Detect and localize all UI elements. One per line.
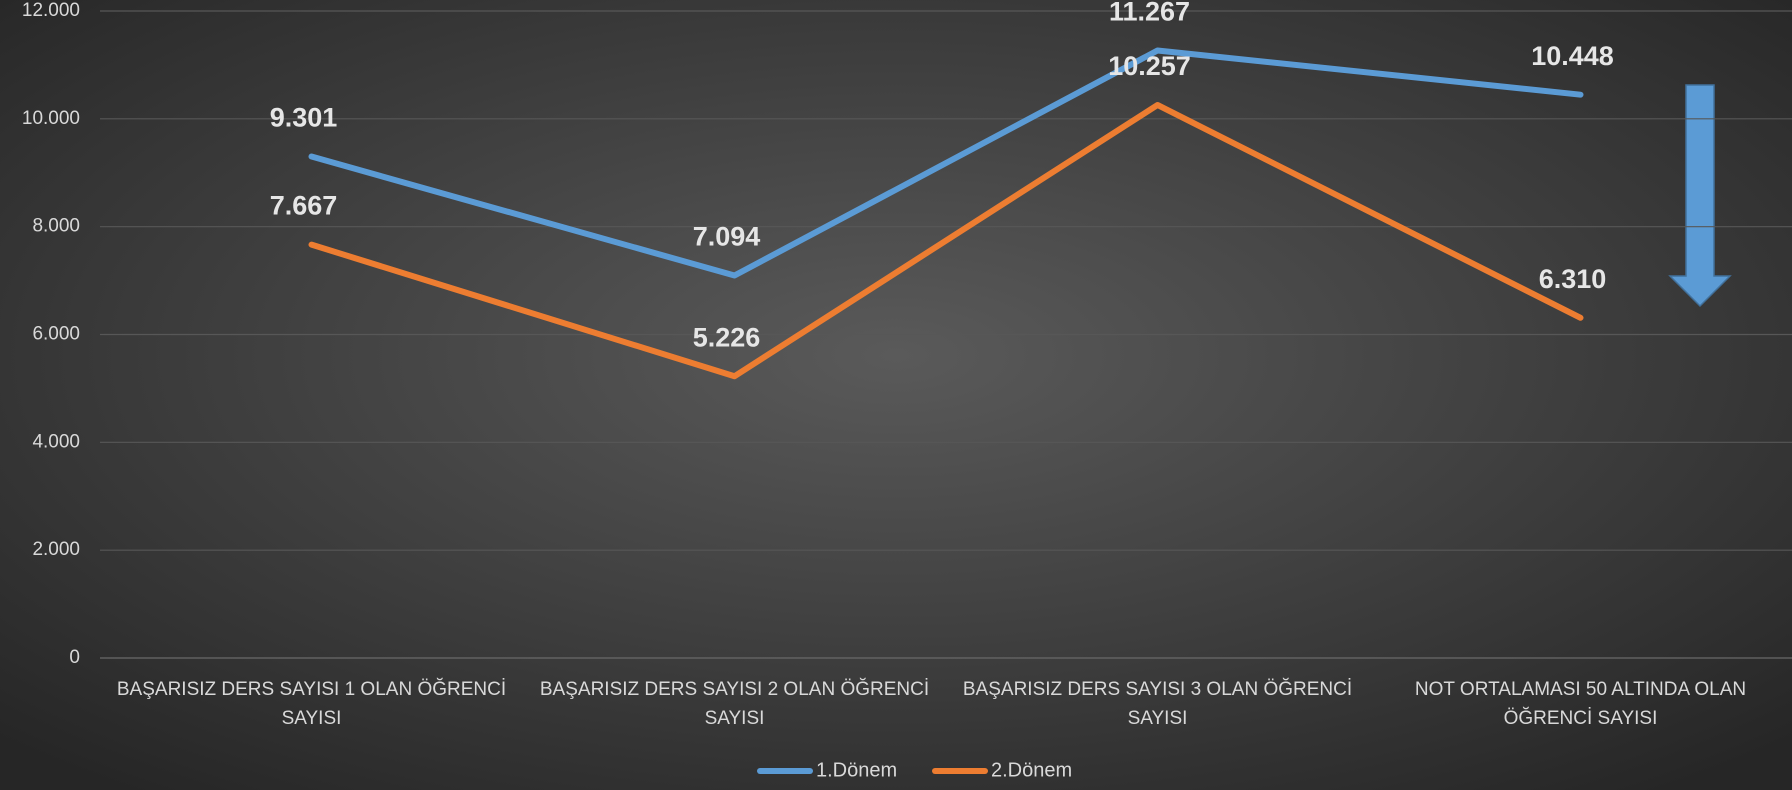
y-tick-label: 2.000 <box>32 539 80 560</box>
x-tick-label: NOT ORTALAMASI 50 ALTINDA OLAN ÖĞRENCİ S… <box>1414 679 1747 729</box>
x-tick-label: BAŞARISIZ DERS SAYISI 1 OLAN ÖĞRENCİ SAY… <box>116 679 507 729</box>
data-label: 7.094 <box>693 222 761 252</box>
series-line <box>308 47 1584 279</box>
x-tick-label: BAŞARISIZ DERS SAYISI 3 OLAN ÖĞRENCİ SAY… <box>962 679 1353 729</box>
data-label: 7.667 <box>270 191 338 221</box>
y-tick-label: 0 <box>69 647 80 668</box>
down-arrow <box>1668 84 1732 308</box>
series-line <box>308 101 1584 380</box>
y-tick-label: 6.000 <box>32 324 80 345</box>
legend-label: 2.Dönem <box>991 759 1072 781</box>
y-tick-label: 10.000 <box>22 108 80 129</box>
x-tick-label: BAŞARISIZ DERS SAYISI 2 OLAN ÖĞRENCİ SAY… <box>539 679 930 729</box>
legend-label: 1.Dönem <box>816 759 897 781</box>
y-tick-label: 12.000 <box>22 0 80 21</box>
data-label: 5.226 <box>693 322 761 352</box>
data-label: 10.448 <box>1531 41 1614 71</box>
data-label: 9.301 <box>270 103 338 133</box>
y-tick-label: 8.000 <box>32 216 80 237</box>
data-label: 10.257 <box>1108 51 1191 81</box>
y-tick-label: 4.000 <box>32 431 80 452</box>
data-label: 6.310 <box>1539 264 1607 294</box>
data-label: 11.267 <box>1109 0 1190 27</box>
